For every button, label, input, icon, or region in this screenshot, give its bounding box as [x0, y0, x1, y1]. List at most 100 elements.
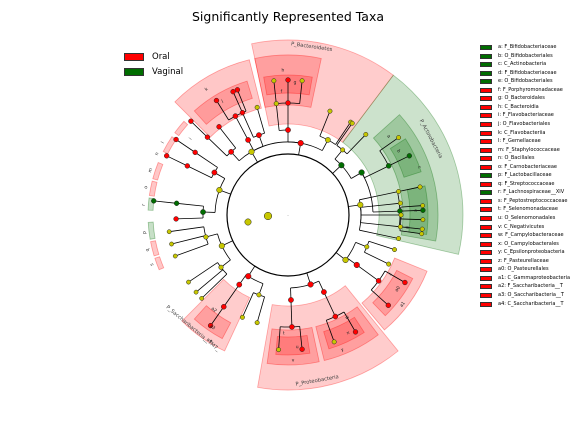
tree-node: [234, 87, 241, 93]
taxa-legend-item: v: C_Negativicutes: [480, 224, 576, 232]
branch-line: [235, 115, 249, 141]
taxa-legend-label: w: F_Campylobacteraceae: [498, 232, 564, 239]
taxa-legend-label: u: O_Selenomonadales: [498, 215, 556, 221]
tree-node: [288, 297, 294, 303]
tree-node: [285, 127, 291, 133]
branch-line: [372, 210, 400, 213]
taxa-legend-item: s: F_Peptostreptococcaceae: [480, 198, 576, 206]
taxa-legend-item: n: O_Bacillales: [480, 155, 576, 163]
clade-letter-label: f: [281, 89, 283, 95]
taxa-legend-item: z: F_Pasteurellaceae: [480, 258, 576, 266]
taxa-legend-swatch: [480, 121, 492, 127]
branch-line: [397, 186, 421, 193]
branch-line: [359, 229, 399, 239]
tree-node: [307, 281, 314, 288]
branch-line: [399, 209, 423, 212]
taxa-legend-item: d: F_Bifidobacteriaceae: [480, 70, 576, 78]
taxa-legend-swatch: [480, 164, 492, 170]
tree-node: [420, 207, 426, 213]
branch-line: [256, 296, 265, 323]
taxa-legend-swatch: [480, 292, 492, 298]
taxa-legend-swatch: [480, 53, 492, 59]
taxa-legend-label: o: F_Carnobacteriaceae: [498, 163, 557, 170]
branch-arc: [359, 204, 362, 231]
tree-node: [166, 229, 172, 235]
taxa-legend-item: a0: O_Pasteurellales: [480, 266, 576, 274]
clade-letter-label: x: [346, 331, 351, 337]
taxa-legend-item: g: O_Bacteroidales: [480, 95, 576, 103]
taxa-legend-label: a4: C_Saccharibacteria__T: [498, 300, 564, 307]
branch-line: [399, 226, 423, 230]
tree-node: [332, 313, 339, 320]
clade-shade-actinobacteria: [342, 74, 464, 255]
tree-node: [353, 261, 360, 269]
taxa-legend-swatch: [480, 284, 492, 290]
taxa-legend-swatch: [480, 250, 492, 256]
branch-line: [360, 202, 401, 208]
tree-node: [419, 226, 425, 232]
branch-line: [343, 311, 356, 333]
clade-letter-label: l: [160, 141, 166, 145]
tree-node: [352, 329, 359, 335]
tree-node: [221, 303, 227, 310]
branch-line: [176, 217, 204, 220]
taxa-legend-swatch: [480, 267, 492, 273]
tree-node: [263, 211, 273, 221]
root-ring: [226, 153, 350, 277]
taxa-legend-label: a3: O_Saccharibacteria__T: [498, 291, 564, 298]
tree-node: [207, 322, 214, 329]
taxa-legend-item: q: F_Streptococcaceae: [480, 181, 576, 189]
branch-line: [201, 273, 228, 299]
clade-shade-i: [174, 120, 189, 137]
taxa-legend-swatch: [480, 70, 492, 76]
tree-node: [216, 186, 223, 194]
taxa-legend-label: v: C_Negativicutes: [498, 223, 545, 230]
clade-letter-label: c: [416, 165, 422, 170]
branch-line: [388, 155, 410, 167]
taxa-legend-item: j: O_Flavobacteriales: [480, 121, 576, 129]
taxa-legend-label: j: O_Flavobacteriales: [498, 120, 551, 127]
tree-node: [173, 216, 179, 222]
tree-node: [420, 217, 426, 223]
tree-node: [172, 253, 178, 259]
taxa-legend-item: i: F_Flavobacteriaceae: [480, 112, 576, 120]
clade-letter-label: t: [283, 330, 285, 336]
clade-letter-label: y: [341, 347, 346, 353]
branch-line: [400, 218, 423, 221]
branch-line: [195, 269, 224, 293]
clade-letter-label: e: [412, 209, 417, 212]
taxa-legend-label: f: F_Porphyromonadaceae: [498, 86, 563, 93]
branch-line: [323, 291, 336, 317]
tree-node: [357, 201, 364, 208]
taxa-legend-swatch: [480, 190, 492, 196]
branch-line: [299, 80, 303, 104]
taxa-legend-label: r: F_Lachnospiraceae__XIV: [498, 189, 565, 196]
clade-letter-label: m: [148, 168, 154, 174]
clade-letter-label: a1: [399, 300, 407, 308]
clade-letter-label: v: [292, 358, 295, 363]
taxa-legend-label: a: F_Bifidobacteriaceae: [498, 44, 557, 50]
clade-shade-bacteroidetes: [251, 39, 394, 143]
center-label: .: [287, 212, 288, 217]
branch-line: [335, 121, 351, 145]
taxa-legend-item: a2: F_Saccharibacteria__T: [480, 283, 576, 291]
branch-line: [256, 107, 265, 134]
taxa-legend-swatch: [480, 130, 492, 136]
tree-node: [349, 120, 355, 126]
tree-node: [239, 110, 246, 116]
branch-line: [379, 137, 399, 152]
branch-line: [190, 120, 208, 138]
taxa-legend-swatch: [480, 258, 492, 264]
branch-line: [364, 251, 389, 265]
tree-node: [254, 104, 260, 110]
branch-line: [290, 299, 293, 327]
taxa-legend-swatch: [480, 104, 492, 110]
branch-line: [325, 320, 335, 342]
taxa-legend-label: k: C_Flavobacteriia: [498, 129, 546, 136]
branch-line: [216, 100, 229, 121]
clade-shade-o: [148, 180, 158, 197]
tree-node: [173, 200, 180, 206]
taxa-legend-label: d: F_Bifidobacteriaceae: [498, 69, 557, 76]
